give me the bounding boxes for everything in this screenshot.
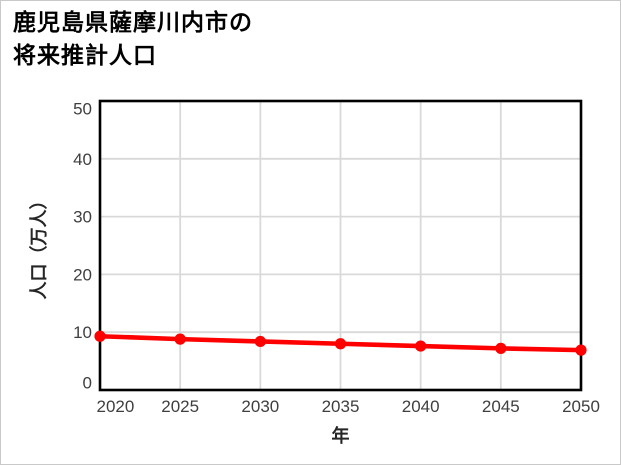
x-tick-label-2025: 2025 <box>161 397 199 416</box>
y-tick-label-30: 30 <box>73 208 92 227</box>
x-tick-label-2045: 2045 <box>482 397 520 416</box>
y-axis-title: 人口（万人） <box>29 192 49 300</box>
plot-frame <box>98 99 583 392</box>
x-tick-label-2050: 2050 <box>562 397 600 416</box>
data-point-2035 <box>334 338 347 350</box>
y-tick-label-0: 0 <box>83 374 92 393</box>
x-axis-title: 年 <box>332 425 350 446</box>
x-tick-label-2035: 2035 <box>322 397 360 416</box>
data-point-2030 <box>254 335 266 348</box>
chart-title-line1: 鹿児島県薩摩川内市の <box>13 9 253 35</box>
y-tick-label-10: 10 <box>73 323 92 342</box>
data-point-2040 <box>415 340 427 352</box>
x-tick-label-2040: 2040 <box>402 397 440 416</box>
y-tick-label-40: 40 <box>73 150 92 169</box>
data-point-2045 <box>495 342 507 354</box>
chart-title: 鹿児島県薩摩川内市の 将来推計人口 <box>13 6 253 72</box>
y-tick-label-50: 50 <box>73 100 92 119</box>
y-tick-label-20: 20 <box>73 265 92 284</box>
x-tick-label-2030: 2030 <box>241 397 279 416</box>
chart-title-line2: 将来推計人口 <box>13 42 157 68</box>
data-point-2025 <box>174 333 186 345</box>
data-point-2050 <box>575 344 587 356</box>
data-point-2020 <box>94 330 106 342</box>
x-tick-label-2020: 2020 <box>97 397 135 416</box>
